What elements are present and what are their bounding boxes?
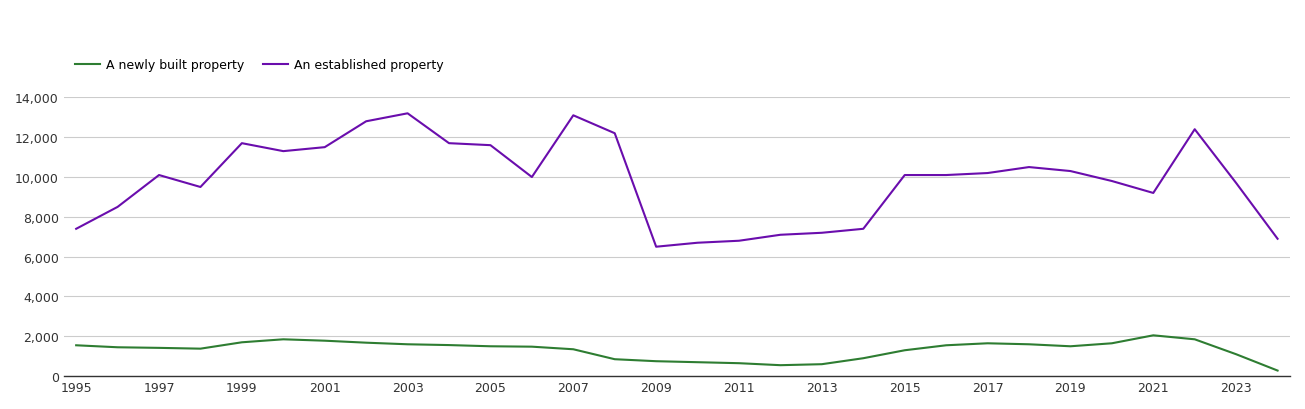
A newly built property (938, 343, 954, 348)
A newly built property (359, 340, 375, 345)
An established property (68, 227, 84, 231)
Line: A newly built property: A newly built property (76, 335, 1278, 371)
A newly built property (234, 340, 249, 345)
An established property (1104, 179, 1120, 184)
A newly built property (649, 359, 664, 364)
A newly built property (607, 357, 622, 362)
A newly built property (856, 356, 872, 361)
A newly built property (1022, 342, 1037, 347)
An established property (773, 233, 788, 238)
An established property (980, 171, 996, 176)
An established property (234, 142, 249, 146)
A newly built property (151, 346, 167, 351)
A newly built property (68, 343, 84, 348)
An established property (1270, 237, 1285, 242)
A newly built property (317, 338, 333, 343)
A newly built property (110, 345, 125, 350)
An established property (483, 143, 499, 148)
An established property (1146, 191, 1161, 196)
An established property (690, 240, 706, 245)
A newly built property (980, 341, 996, 346)
An established property (649, 245, 664, 249)
An established property (607, 131, 622, 136)
An established property (731, 239, 746, 244)
Legend: A newly built property, An established property: A newly built property, An established p… (70, 54, 449, 77)
A newly built property (690, 360, 706, 365)
A newly built property (565, 347, 581, 352)
An established property (1186, 128, 1202, 133)
Line: An established property: An established property (76, 114, 1278, 247)
An established property (1228, 181, 1244, 186)
An established property (1062, 169, 1078, 174)
A newly built property (1104, 341, 1120, 346)
An established property (525, 175, 540, 180)
A newly built property (193, 346, 209, 351)
A newly built property (814, 362, 830, 367)
An established property (275, 149, 291, 154)
A newly built property (1270, 368, 1285, 373)
A newly built property (1146, 333, 1161, 338)
A newly built property (897, 348, 912, 353)
A newly built property (1062, 344, 1078, 349)
A newly built property (525, 344, 540, 349)
An established property (110, 205, 125, 210)
An established property (565, 114, 581, 119)
An established property (317, 145, 333, 150)
A newly built property (773, 363, 788, 368)
An established property (399, 112, 415, 117)
An established property (151, 173, 167, 178)
A newly built property (731, 361, 746, 366)
A newly built property (275, 337, 291, 342)
An established property (938, 173, 954, 178)
An established property (856, 227, 872, 231)
A newly built property (483, 344, 499, 349)
An established property (359, 119, 375, 124)
An established property (897, 173, 912, 178)
A newly built property (1186, 337, 1202, 342)
A newly built property (441, 343, 457, 348)
An established property (814, 231, 830, 236)
A newly built property (399, 342, 415, 347)
An established property (193, 185, 209, 190)
An established property (1022, 165, 1037, 170)
An established property (441, 142, 457, 146)
A newly built property (1228, 352, 1244, 357)
